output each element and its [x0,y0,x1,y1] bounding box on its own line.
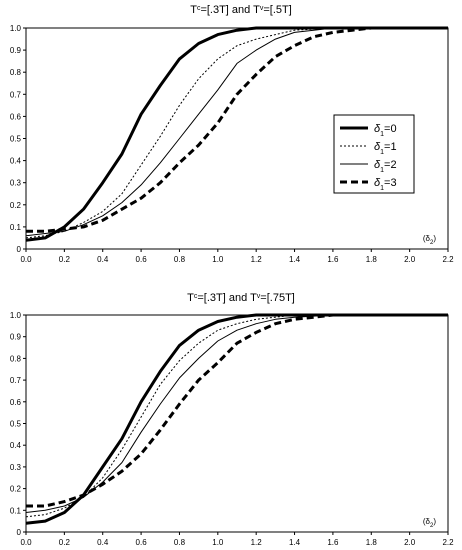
y-tick-label: 0.1 [10,223,22,232]
x-tick-label: 0.2 [59,255,71,264]
x-tick-label: 0.4 [97,538,109,547]
x-tick-label: 0.8 [174,538,186,547]
x-tick-label: 0.2 [59,538,71,547]
x-axis-label-text: (δ [423,517,431,526]
x-axis-label-text: ) [433,234,436,243]
legend-subscript: 1 [380,185,384,192]
x-tick-label: 1.6 [327,255,339,264]
legend-subscript: 1 [380,131,384,138]
title-superscript: c [197,5,201,12]
y-tick-label: 0 [17,245,22,254]
y-tick-label: 0.3 [10,463,22,472]
x-tick-label: 0.6 [136,255,148,264]
x-axis-label: (δ2) [423,234,436,246]
x-tick-label: 2.2 [442,538,454,547]
legend-label: δ1=1 [374,141,397,156]
x-tick-label: 1.2 [251,538,263,547]
chart-title: Tc=[.3T] and Tv=[.75T] [187,292,295,304]
x-tick-label: 1.0 [212,538,224,547]
x-axis-label-subscript: 2 [430,523,434,529]
chart-panel-top: Tc=[.3T] and Tv=[.5T] 0 0.1 0.2 0.3 0.4 0.5 0.6… [10,4,454,264]
y-tick-label: 0.6 [10,398,22,407]
y-tick-label: 0.7 [10,376,22,385]
x-tick-label: 1.6 [327,538,339,547]
chart-panel-bottom: Tc=[.3T] and Tv=[.75T] 0 0.1 0.2 0.3 0.4 0.5 0.… [10,292,454,547]
title-text: T [190,4,197,16]
legend-symbol: δ [374,159,381,171]
x-tick-label: 0.0 [20,538,32,547]
x-tick-label: 1.0 [212,255,224,264]
x-tick-label: 1.8 [366,255,378,264]
y-tick-label: 0.5 [10,135,22,144]
x-tick-label: 2.0 [404,255,416,264]
title-superscript: v [257,293,261,300]
y-tick-label: 0.6 [10,112,22,121]
y-tick-label: 0.4 [10,157,22,166]
y-tick-label: 0.8 [10,354,22,363]
legend-symbol: δ [374,141,381,153]
y-tick-label: 0.1 [10,506,22,515]
x-tick-label: 1.2 [251,255,263,264]
y-tick-label: 0.3 [10,179,22,188]
legend-label: δ1=2 [374,159,397,174]
y-tick-label: 0.9 [10,333,22,342]
series-line-thick-dashed [26,313,448,508]
x-tick-label: 0.4 [97,255,109,264]
legend-symbol: δ [374,177,381,189]
legend-value: =0 [384,123,397,135]
y-tick-label: 0.2 [10,485,22,494]
y-tick-label: 1.0 [10,24,22,33]
x-axis-label-text: ) [433,517,436,526]
legend-value: =2 [384,159,397,171]
y-tick-label: 0.8 [10,68,22,77]
y-tick-label: 0.7 [10,90,22,99]
x-tick-label: 0.6 [136,538,148,547]
title-text: =[.3T] and T [197,292,257,304]
legend-subscript: 1 [380,167,384,174]
y-tick-label: 0.2 [10,201,22,210]
title-text: =[.3T] and T [200,4,260,16]
plot-area-frame [25,314,449,533]
y-tick-label: 1.0 [10,311,22,320]
series-line-thin-solid [25,27,448,237]
x-axis-label-text: (δ [423,234,431,243]
title-text: T [187,292,194,304]
title-text: =[.75T] [260,292,295,304]
legend-value: =3 [384,177,397,189]
legend-value: =1 [384,141,397,153]
x-axis-label: (δ2) [423,517,436,529]
x-tick-label: 2.2 [442,255,454,264]
title-superscript: c [194,293,198,300]
x-tick-label: 1.8 [366,538,378,547]
chart-title: Tc=[.3T] and Tv=[.5T] [190,4,292,16]
x-tick-label: 1.4 [289,255,301,264]
title-superscript: v [260,5,264,12]
legend-label: δ1=0 [374,123,397,138]
x-tick-label: 0.0 [20,255,32,264]
y-tick-label: 0 [17,528,22,537]
title-text: =[.5T] [263,4,291,16]
legend-subscript: 1 [380,149,384,156]
x-tick-label: 1.4 [289,538,301,547]
y-tick-label: 0.4 [10,441,22,450]
y-tick-label: 0.9 [10,46,22,55]
y-tick-label: 0.5 [10,420,22,429]
legend-symbol: δ [374,123,381,135]
legend-label: δ1=3 [374,177,397,192]
x-tick-label: 0.8 [174,255,186,264]
x-tick-label: 2.0 [404,538,416,547]
x-axis-label-subscript: 2 [430,240,434,246]
